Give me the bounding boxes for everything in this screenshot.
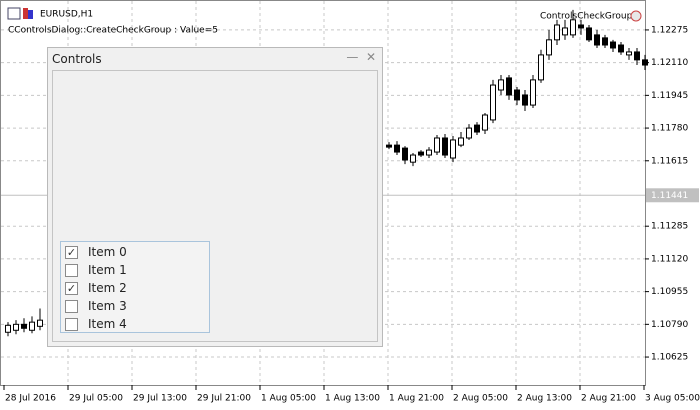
icon [23, 8, 28, 19]
item-label: Item 4 [88, 317, 127, 331]
candle-body [402, 147, 408, 161]
candle-body [21, 323, 27, 329]
candle-body [538, 54, 544, 81]
check-item[interactable]: ✓ Item 0 [65, 243, 127, 261]
check-item[interactable]: Item 3 [65, 297, 127, 315]
candle-body [618, 44, 624, 53]
y-tick-label: 1.11120 [651, 254, 688, 264]
candle-body [626, 51, 632, 56]
item-label: Item 3 [88, 299, 127, 313]
y-tick-label: 1.10955 [651, 287, 688, 297]
candle-body [578, 24, 584, 29]
expert-icon[interactable] [630, 10, 642, 22]
candle-body [386, 144, 392, 148]
y-tick-label: 1.11285 [651, 222, 688, 232]
candle-body [554, 24, 560, 41]
price-label-box [646, 188, 699, 203]
check-item[interactable]: ✓ Item 2 [65, 279, 127, 297]
candle-body [586, 27, 592, 41]
candle-body [418, 151, 424, 156]
item-label: Item 2 [88, 281, 127, 295]
y-tick-label: 1.11780 [651, 124, 688, 134]
candle-body [546, 39, 552, 56]
y-tick-label: 1.11615 [651, 156, 688, 166]
symbol: EURUSD,H1 [40, 10, 93, 20]
y-tick-label: 1.12275 [651, 25, 688, 35]
x-tick-label: 1 Aug 21:00 [389, 394, 444, 404]
x-tick-label: 3 Aug 05:00 [645, 394, 700, 404]
candle-body [506, 77, 512, 96]
candle-body [410, 154, 416, 163]
candle-body [498, 79, 504, 91]
candle-body [13, 323, 19, 331]
candle-body [5, 324, 11, 333]
dialog-title: Controls [52, 52, 102, 66]
check-group[interactable]: ✓ Item 0 Item 1 ✓ Item 2 Item 3 Item 4 [60, 241, 210, 333]
candle-body [530, 79, 536, 106]
expert-name: ControlsCheckGroup [540, 12, 633, 22]
item-label: Item 1 [88, 263, 127, 277]
item-label: Item 0 [88, 245, 127, 259]
icon [7, 7, 21, 20]
x-tick-label: 29 Jul 13:00 [133, 394, 187, 404]
x-tick-label: 1 Aug 13:00 [325, 394, 380, 404]
y-tick-label: 1.10790 [651, 320, 688, 330]
x-tick-label: 29 Jul 05:00 [69, 394, 123, 404]
candle-body [394, 144, 400, 153]
candle-body [450, 139, 456, 159]
checkbox[interactable] [65, 299, 78, 313]
x-tick-label: 2 Aug 21:00 [581, 394, 636, 404]
status: CControlsDialog::CreateCheckGroup : Valu… [8, 26, 218, 36]
candle-body [458, 137, 464, 146]
x-tick-label: 2 Aug 13:00 [517, 394, 572, 404]
candle-body [37, 319, 43, 327]
candle-body [610, 41, 616, 49]
candle-body [442, 137, 448, 156]
candle-body [490, 84, 496, 121]
checkbox[interactable]: ✓ [65, 281, 78, 295]
candle-body [522, 94, 528, 106]
candle-body [426, 149, 432, 156]
checkbox[interactable]: ✓ [65, 245, 78, 259]
x-tick-label: 29 Jul 21:00 [197, 394, 251, 404]
x-tick-label: 28 Jul 2016 [5, 394, 56, 404]
candle-body [474, 124, 480, 133]
candle-body [514, 89, 520, 101]
candle-body [466, 127, 472, 139]
check-item[interactable]: Item 4 [65, 315, 127, 333]
candle-body [570, 19, 576, 36]
checkbox[interactable] [65, 317, 78, 331]
y-tick-label: 1.12110 [651, 58, 688, 68]
candle-body [594, 34, 600, 46]
candle-body [562, 27, 568, 36]
x-tick-label: 2 Aug 05:00 [453, 394, 508, 404]
y-tick-label: 1.10625 [651, 353, 688, 363]
candle-body [482, 114, 488, 131]
candle-body [642, 59, 648, 66]
candle-body [434, 137, 440, 153]
y-tick-label: 1.11945 [651, 91, 688, 101]
candle-body [29, 321, 35, 331]
candle-body [602, 37, 608, 46]
dialog-buttons[interactable]: — ✕ [346, 50, 376, 64]
icon [28, 10, 33, 19]
x-tick-label: 1 Aug 05:00 [261, 394, 316, 404]
checkbox[interactable] [65, 263, 78, 277]
price-label: 1.11441 [651, 191, 688, 201]
candle-body [634, 51, 640, 61]
check-item[interactable]: Item 1 [65, 261, 127, 279]
